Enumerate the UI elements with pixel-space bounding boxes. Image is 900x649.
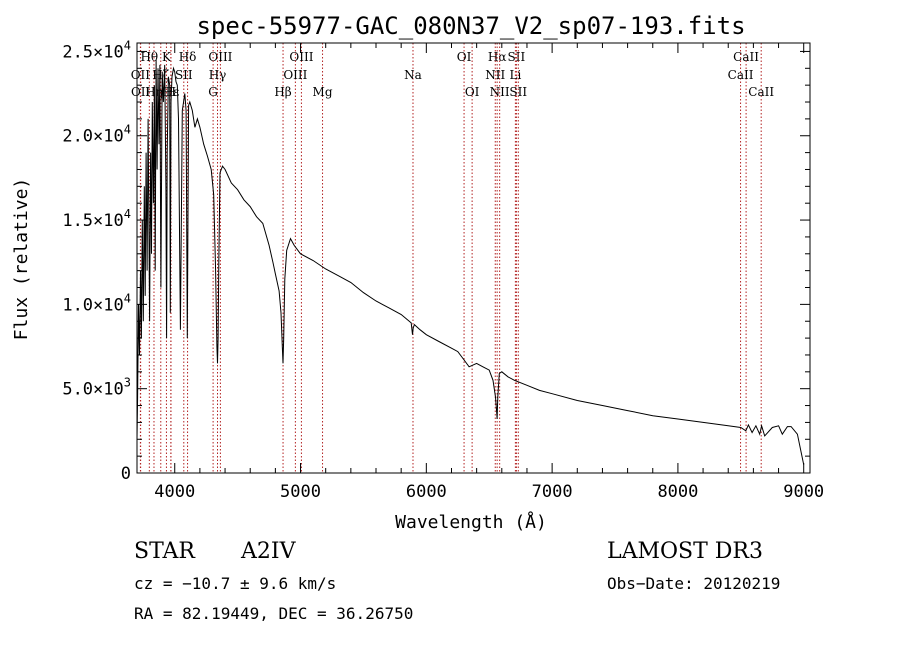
spectral-line-label-9: SII (175, 68, 193, 82)
chart-title: spec-55977-GAC_080N37_V2_sp07-193.fits (196, 12, 745, 40)
x-axis: 4000 5000 6000 7000 8000 9000 (154, 43, 824, 502)
x-tick-label: 8000 (657, 482, 698, 502)
y-axis: 0 5.0×103 1.0×104 1.5×104 2.0×104 2.5×104 (62, 38, 810, 484)
spectral-line-label-8: Hδ (179, 50, 197, 64)
spectral-line-label-20: Hα (488, 50, 507, 64)
spectral-line-label-19: OI (465, 85, 480, 99)
object-class: STAR (134, 539, 195, 564)
x-tick-label: 9000 (783, 482, 824, 502)
spectral-line-label-4: Hζ (152, 68, 169, 82)
spectral-line-label-25: SII (509, 85, 527, 99)
redshift-velocity: cz = −10.7 ± 9.6 km/s (134, 574, 337, 593)
y-tick-label: 5.0×103 (62, 376, 131, 400)
spectral-line-label-12: G (208, 85, 218, 99)
x-tick-label: 7000 (532, 482, 573, 502)
spectral-line-label-15: OIII (283, 68, 307, 82)
y-axis-label: Flux (relative) (11, 178, 32, 341)
spectral-line-label-6: K (162, 50, 172, 64)
x-tick-label: 5000 (280, 482, 321, 502)
series-spectrum (136, 59, 805, 465)
y-tick-label: 2.0×104 (62, 123, 131, 147)
spectral-line-label-0: Hθ (140, 50, 158, 64)
spectrum-plot (136, 59, 805, 465)
spectral-line-label-14: OIII (289, 50, 313, 64)
spectral-line-label-18: OI (457, 50, 472, 64)
y-tick-label: 2.5×104 (62, 38, 131, 62)
spectral-line-label-11: Hγ (209, 68, 227, 82)
y-tick-label: 0 (121, 464, 131, 484)
observation-date: Obs−Date: 20120219 (607, 574, 781, 593)
x-tick-label: 4000 (154, 482, 195, 502)
survey-name: LAMOST DR3 (607, 539, 763, 564)
x-axis-label: Wavelength (Å) (395, 511, 547, 533)
spectral-line-label-10: OIII (208, 50, 232, 64)
y-tick-label: 1.5×104 (62, 207, 131, 231)
spectral-line-label-21: NII (485, 68, 505, 82)
spectral-line-label-24: Li (509, 68, 521, 82)
spectral-line-label-13: Hβ (274, 85, 291, 99)
x-tick-label: 6000 (406, 482, 447, 502)
spectral-line-label-23: SII (508, 50, 526, 64)
spectral-line-label-16: Mg (313, 85, 333, 99)
spectral-line-label-22: NII (490, 85, 510, 99)
plot-frame (136, 42, 811, 474)
spectral-line-label-26: CaII (733, 50, 759, 64)
coordinates: RA = 82.19449, DEC = 36.26750 (134, 604, 414, 623)
spectral-line-label-28: CaII (748, 85, 774, 99)
y-tick-label: 1.0×104 (62, 291, 131, 315)
spectral-line-label-27: CaII (728, 68, 754, 82)
spectral-line-label-7: H (166, 85, 176, 99)
object-subclass: A2IV (241, 539, 296, 564)
spectral-line-label-17: Na (404, 68, 422, 82)
spectral-line-label-2: OII (131, 85, 151, 99)
